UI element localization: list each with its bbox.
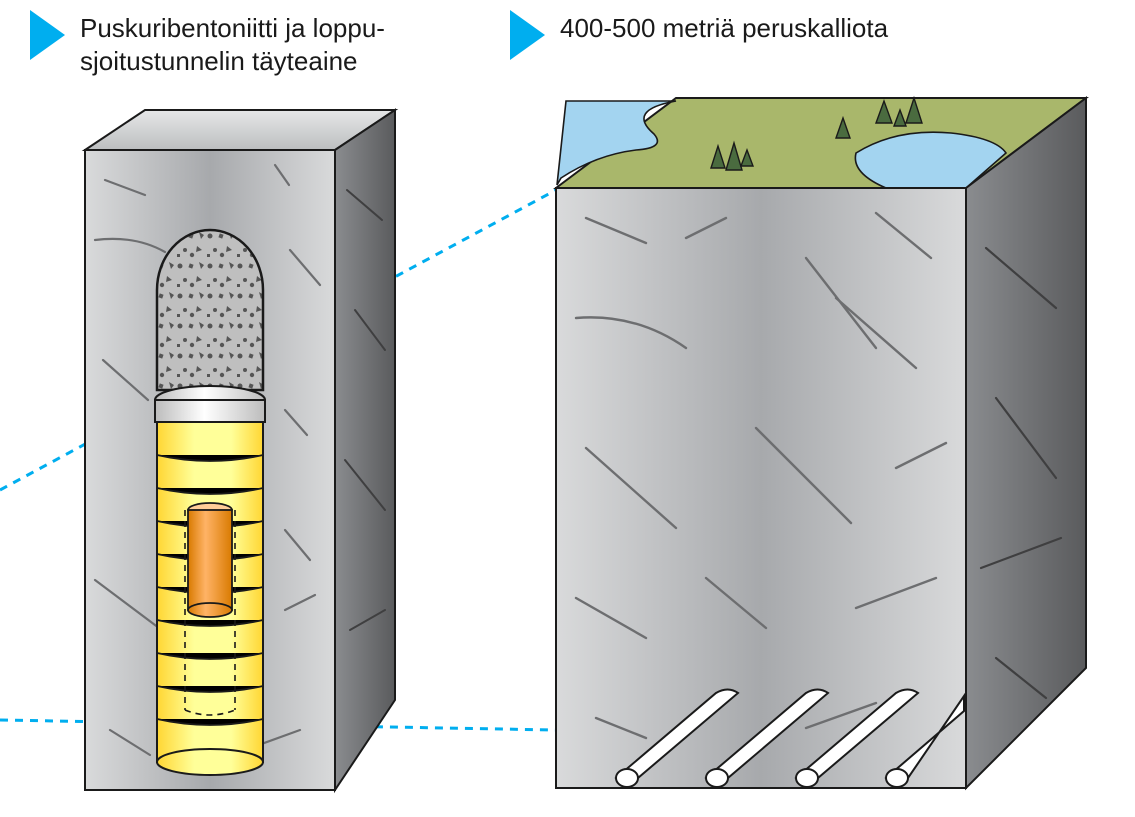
right-block-diagram <box>556 98 1086 788</box>
left-title: Puskuribentoniitti ja loppu-sjoitustunne… <box>80 10 385 77</box>
left-block-diagram <box>85 110 395 790</box>
triangle-icon <box>510 10 545 60</box>
triangle-icon <box>30 10 65 60</box>
copper-canister <box>188 503 232 617</box>
tunnel-arch <box>157 230 263 390</box>
left-header: Puskuribentoniitti ja loppu-sjoitustunne… <box>30 10 385 77</box>
diagram-canvas <box>0 80 1135 812</box>
right-title: 400-500 metriä peruskalliota <box>560 10 888 45</box>
right-header: 400-500 metriä peruskalliota <box>510 10 888 60</box>
